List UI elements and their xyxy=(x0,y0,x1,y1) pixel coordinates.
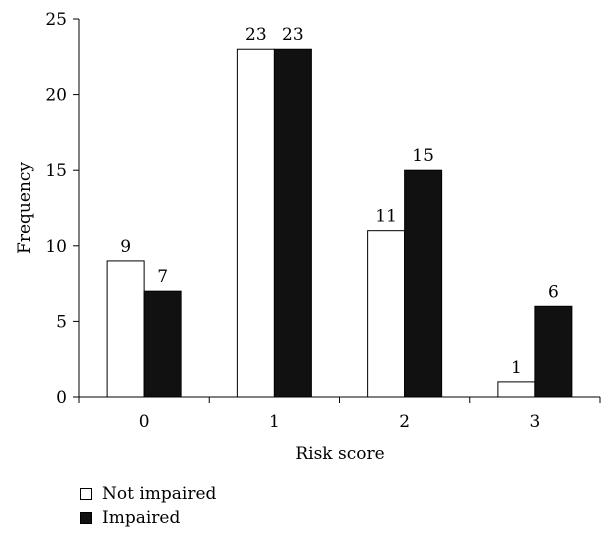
data-labels: 9 7 23 23 11 15 1 6 xyxy=(120,25,559,378)
data-label-impaired: 15 xyxy=(412,146,434,166)
data-label-not-impaired: 23 xyxy=(245,25,267,45)
legend-label-impaired: Impaired xyxy=(102,508,181,528)
bar-not-impaired xyxy=(236,48,275,398)
legend-item-not-impaired: Not impaired xyxy=(80,484,216,504)
y-axis-label: Frequency xyxy=(15,162,35,254)
x-axis-label: Risk score xyxy=(295,444,384,464)
x-tick-label: 0 xyxy=(139,412,150,432)
bar-impaired xyxy=(143,290,182,398)
data-label-impaired: 7 xyxy=(157,267,168,287)
y-tick-label: 0 xyxy=(56,388,67,408)
y-axis: 0 5 10 15 20 25 xyxy=(45,10,80,408)
bar-not-impaired xyxy=(497,381,536,398)
x-tick-label: 1 xyxy=(269,412,280,432)
bar-impaired xyxy=(273,48,312,398)
bar-impaired xyxy=(404,169,443,398)
data-label-not-impaired: 11 xyxy=(375,207,397,227)
bars xyxy=(106,48,573,398)
legend-swatch-not-impaired xyxy=(80,488,92,500)
y-tick-label: 25 xyxy=(45,10,67,30)
x-tick-label: 2 xyxy=(399,412,410,432)
legend-item-impaired: Impaired xyxy=(80,508,180,528)
data-label-impaired: 23 xyxy=(282,25,304,45)
y-tick-label: 10 xyxy=(45,237,67,257)
bar-impaired xyxy=(534,305,573,398)
x-axis: 0 1 2 3 xyxy=(78,396,601,432)
bar-not-impaired xyxy=(367,230,406,398)
legend-swatch-impaired xyxy=(80,512,92,524)
y-tick-label: 5 xyxy=(56,312,67,332)
y-tick-label: 15 xyxy=(45,161,67,181)
x-tick-label: 3 xyxy=(529,412,540,432)
legend-label-not-impaired: Not impaired xyxy=(102,484,217,504)
y-tick-label: 20 xyxy=(45,86,67,106)
data-label-impaired: 6 xyxy=(548,282,559,302)
data-label-not-impaired: 9 xyxy=(120,237,131,257)
bar-not-impaired xyxy=(106,260,145,398)
data-label-not-impaired: 1 xyxy=(511,358,522,378)
